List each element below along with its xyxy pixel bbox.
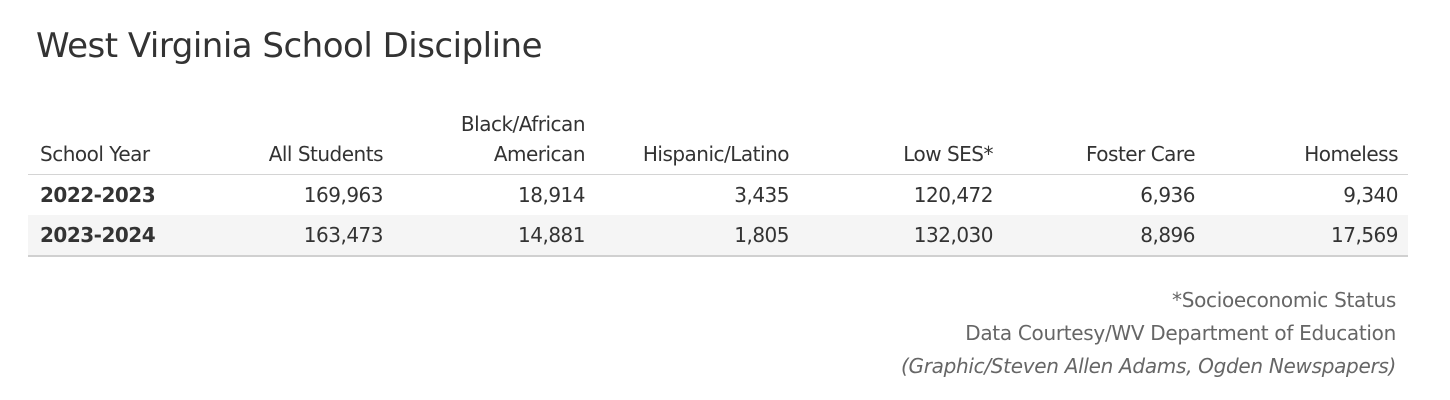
row-label: 2022-2023 (40, 183, 156, 207)
table-row: 2022-2023 169,963 18,914 3,435 120,472 6,936 9… (28, 175, 1408, 215)
data-table: School Year All Students Black/African Am… (28, 104, 1408, 257)
column-header: School Year (40, 142, 150, 166)
footnote-ses: *Socioeconomic Status (1172, 288, 1396, 312)
graphic-credit: (Graphic/Steven Allen Adams, Ogden Newsp… (901, 354, 1396, 378)
table-cell: 169,963 (303, 183, 384, 207)
row-label: 2023-2024 (40, 223, 156, 247)
table-cell: 9,340 (1343, 183, 1398, 207)
column-header: Low SES* (903, 142, 993, 166)
column-header-line: Black/African (460, 112, 586, 136)
table-cell: 3,435 (734, 183, 789, 207)
table-cell: 14,881 (518, 223, 585, 247)
table-cell: 17,569 (1331, 223, 1398, 247)
table-cell: 163,473 (303, 223, 384, 247)
column-header: Foster Care (1086, 142, 1195, 166)
footnotes: *Socioeconomic Status Data Courtesy/WV D… (901, 284, 1396, 383)
column-header: Homeless (1304, 142, 1398, 166)
table-header-row: School Year All Students Black/African Am… (28, 104, 1408, 175)
table-cell: 18,914 (518, 183, 585, 207)
table-cell: 120,472 (913, 183, 994, 207)
page-title: West Virginia School Discipline (36, 26, 543, 66)
column-header: All Students (268, 142, 384, 166)
table-cell: 132,030 (913, 223, 994, 247)
column-header: Black/African American (393, 104, 595, 174)
column-header-line: American (493, 142, 586, 166)
table-row: 2023-2024 163,473 14,881 1,805 132,030 8,896 1… (28, 215, 1408, 257)
table-cell: 6,936 (1140, 183, 1195, 207)
column-header: Hispanic/Latino (642, 142, 790, 166)
table-cell: 8,896 (1140, 223, 1195, 247)
table-cell: 1,805 (734, 223, 789, 247)
source-note: Data Courtesy/WV Department of Education (965, 321, 1396, 345)
